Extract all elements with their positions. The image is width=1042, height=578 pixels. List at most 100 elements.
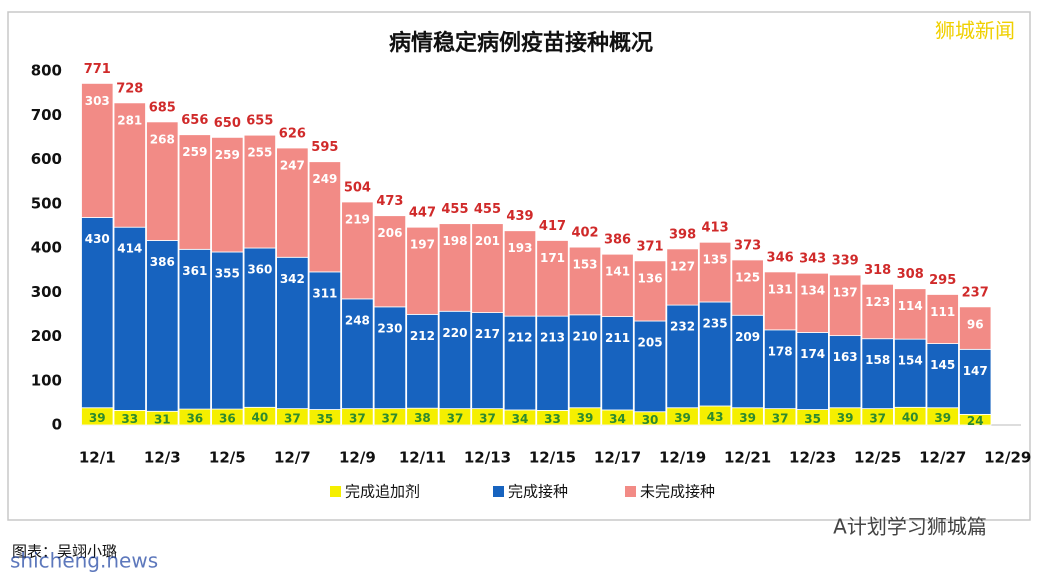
y-tick-label: 800 xyxy=(31,62,62,80)
legend-swatch xyxy=(493,486,504,497)
value-label: 37 xyxy=(349,411,366,425)
value-label: 33 xyxy=(544,412,561,426)
value-label: 248 xyxy=(345,313,370,327)
total-label: 656 xyxy=(181,113,208,128)
value-label: 361 xyxy=(182,264,207,278)
value-label: 158 xyxy=(865,353,890,367)
bar-segment xyxy=(731,314,764,409)
total-label: 655 xyxy=(246,114,273,129)
total-label: 771 xyxy=(84,62,111,77)
bar-segment xyxy=(503,230,537,317)
bar-segment xyxy=(243,247,277,408)
bar-segment xyxy=(731,259,764,316)
y-tick-label: 200 xyxy=(31,327,62,345)
site-watermark: shicheng.news xyxy=(10,549,158,573)
bar-segment xyxy=(959,348,992,415)
bar-segment xyxy=(698,301,732,407)
bar-segment xyxy=(861,283,894,340)
bar-segment xyxy=(568,314,602,409)
bar-segment xyxy=(601,316,634,411)
value-label: 154 xyxy=(898,354,923,368)
value-label: 37 xyxy=(869,411,886,425)
bar-segment xyxy=(698,241,732,303)
total-label: 439 xyxy=(506,209,533,224)
bar-segment xyxy=(178,248,211,410)
value-label: 355 xyxy=(215,266,240,280)
total-label: 373 xyxy=(734,238,761,253)
bar-segment xyxy=(796,272,829,333)
bar-segment xyxy=(894,338,927,408)
value-label: 201 xyxy=(475,234,500,248)
bar-segment xyxy=(601,253,634,317)
x-tick-label: 12/7 xyxy=(274,449,311,467)
x-tick-label: 12/3 xyxy=(144,449,181,467)
bar-segment xyxy=(568,246,602,316)
bar-segment xyxy=(308,271,342,410)
value-label: 125 xyxy=(735,270,760,284)
bar-segment xyxy=(113,102,146,228)
y-tick-label: 100 xyxy=(31,371,62,389)
value-label: 24 xyxy=(967,414,984,428)
total-label: 398 xyxy=(669,227,696,242)
value-label: 281 xyxy=(117,113,142,127)
bar-segment xyxy=(276,147,309,258)
bar-segment xyxy=(861,338,894,410)
bar-segment xyxy=(113,226,146,411)
bar-segment xyxy=(828,335,862,409)
bar-segment xyxy=(406,226,439,315)
value-label: 36 xyxy=(219,412,236,426)
legend-label: 未完成接种 xyxy=(640,483,715,501)
x-tick-label: 12/21 xyxy=(724,449,771,467)
value-label: 219 xyxy=(345,212,370,226)
x-tick-label: 12/11 xyxy=(399,449,446,467)
bar-segment xyxy=(926,294,959,344)
value-label: 39 xyxy=(674,411,691,425)
bar-segment xyxy=(536,315,569,411)
bar-segment xyxy=(633,260,667,322)
value-label: 247 xyxy=(280,158,305,172)
value-label: 37 xyxy=(772,411,789,425)
bar-segment xyxy=(666,304,699,409)
value-label: 127 xyxy=(670,259,695,273)
bar-segment xyxy=(894,288,927,340)
value-label: 96 xyxy=(967,317,984,331)
value-label: 232 xyxy=(670,320,695,334)
bar-segment xyxy=(959,306,992,350)
y-tick-label: 700 xyxy=(31,106,62,124)
total-label: 417 xyxy=(539,219,566,234)
value-label: 268 xyxy=(150,132,175,146)
value-label: 213 xyxy=(540,331,565,345)
value-label: 360 xyxy=(247,263,272,277)
value-label: 30 xyxy=(642,413,659,427)
value-label: 35 xyxy=(317,412,334,426)
y-tick-label: 500 xyxy=(31,194,62,212)
value-label: 193 xyxy=(507,241,532,255)
value-label: 34 xyxy=(512,412,529,426)
bar-segment xyxy=(81,217,114,409)
bar-segment xyxy=(633,320,667,413)
value-label: 34 xyxy=(609,412,626,426)
value-label: 163 xyxy=(833,350,858,364)
value-label: 38 xyxy=(414,411,431,425)
value-label: 111 xyxy=(930,305,955,319)
x-tick-label: 12/23 xyxy=(789,449,836,467)
total-label: 447 xyxy=(409,206,436,221)
value-label: 39 xyxy=(577,411,594,425)
value-label: 153 xyxy=(572,258,597,272)
bar-segment xyxy=(178,134,211,250)
value-label: 145 xyxy=(930,358,955,372)
total-label: 237 xyxy=(962,285,989,300)
total-label: 295 xyxy=(929,273,956,288)
value-label: 303 xyxy=(85,94,110,108)
value-label: 43 xyxy=(707,410,724,424)
bar-segment xyxy=(828,274,862,337)
total-label: 402 xyxy=(571,226,598,241)
value-label: 174 xyxy=(800,347,825,361)
watermark: A计划学习狮城篇 xyxy=(833,515,987,539)
total-label: 346 xyxy=(767,250,794,265)
value-label: 40 xyxy=(902,411,919,425)
value-label: 205 xyxy=(638,336,663,350)
total-label: 685 xyxy=(149,100,176,115)
value-label: 39 xyxy=(837,411,854,425)
